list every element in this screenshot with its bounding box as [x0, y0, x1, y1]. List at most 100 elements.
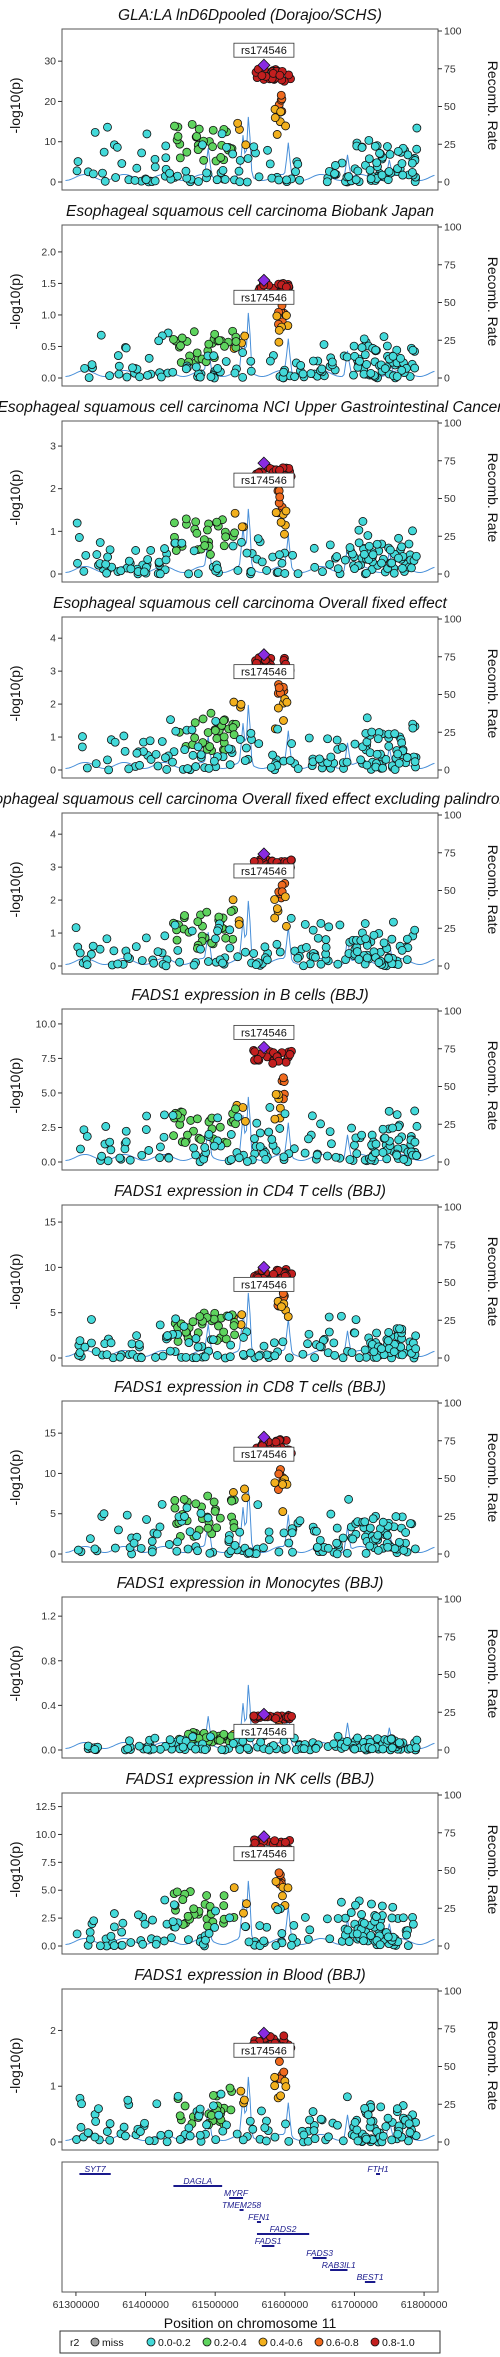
y-axis-label: -log10(p): [7, 77, 23, 133]
snp-point: [346, 1908, 356, 1917]
snp-point: [271, 508, 281, 517]
snp-point: [310, 2134, 320, 2144]
snp-point: [383, 142, 392, 151]
snp-point: [214, 1321, 223, 1331]
snp-point: [180, 1512, 189, 1521]
snp-point: [355, 356, 364, 366]
panel-title: FADS1 expression in Monocytes (BBJ): [117, 1575, 384, 1592]
snp-point: [157, 1499, 167, 1509]
snp-point: [137, 956, 147, 965]
snp-point: [362, 760, 372, 770]
snp-point: [183, 1911, 193, 1921]
snp-point: [350, 564, 359, 574]
snp-point: [137, 1150, 147, 1160]
y2-axis-label: Recomb. Rate: [485, 1629, 500, 1719]
snp-point: [170, 1503, 180, 1513]
assoc-panel: Esophageal squamous cell carcinoma Overa…: [7, 595, 500, 779]
y-tick-label: 0: [50, 1353, 56, 1365]
y2-tick-label: 100: [444, 26, 462, 38]
snp-point: [333, 959, 343, 969]
snp-point: [115, 1352, 125, 1362]
snp-point: [181, 166, 191, 176]
snp-point: [222, 142, 231, 152]
snp-point: [189, 960, 199, 970]
y2-axis-label: Recomb. Rate: [485, 1237, 500, 1327]
y2-tick-label: 0: [444, 1353, 450, 1365]
snp-point: [391, 1512, 401, 1521]
snp-point: [229, 697, 239, 707]
x-tick-label: 61500000: [192, 2299, 239, 2311]
y2-tick-label: 25: [444, 923, 456, 935]
snp-point: [270, 113, 280, 123]
y-tick-label: 10: [44, 136, 56, 148]
snp-point: [264, 1527, 274, 1537]
snp-point: [152, 1529, 162, 1539]
snp-point: [318, 567, 327, 577]
snp-point: [203, 1491, 213, 1501]
snp-point: [162, 2137, 172, 2147]
snp-point: [272, 939, 282, 949]
snp-point: [191, 1744, 200, 1754]
gene-label: MYRF: [224, 2188, 249, 2198]
snp-point: [105, 2135, 115, 2145]
assoc-panel: GLA:LA lnD6Dpooled (Dorajoo/SCHS) 0 10 20 30…: [7, 7, 500, 191]
snp-point: [133, 1910, 143, 1920]
snp-point: [220, 175, 230, 184]
snp-point: [211, 934, 220, 944]
snp-point: [81, 550, 91, 560]
snp-point: [240, 1484, 249, 1494]
gene-label: TMEM258: [222, 2200, 261, 2210]
snp-point: [365, 165, 375, 175]
snp-point: [95, 1941, 105, 1951]
snp-point: [352, 947, 362, 956]
snp-point: [274, 2057, 284, 2066]
snp-point: [319, 340, 329, 349]
snp-point: [144, 353, 154, 363]
snp-point: [236, 699, 246, 709]
snp-point: [216, 153, 226, 162]
snp-point: [384, 1327, 394, 1337]
snp-point: [259, 1341, 269, 1351]
snp-point: [90, 127, 100, 137]
snp-point: [209, 1141, 219, 1151]
snp-point: [312, 1150, 322, 1160]
snp-point: [255, 1921, 265, 1931]
snp-point: [394, 1537, 404, 1547]
snp-point: [152, 2099, 162, 2109]
lead-label-box: [233, 289, 295, 305]
snp-point: [187, 926, 197, 936]
snp-point: [410, 1137, 420, 1147]
snp-point: [191, 517, 201, 527]
legend-label: 0.0-0.2: [158, 2337, 191, 2349]
snp-point: [195, 1312, 205, 1321]
y2-axis-label: Recomb. Rate: [485, 1433, 500, 1523]
snp-point: [190, 718, 200, 728]
y-tick-label: 1: [50, 928, 56, 940]
snp-point: [201, 1935, 210, 1945]
snp-point: [287, 739, 296, 748]
snp-point: [254, 1351, 264, 1361]
snp-point: [366, 174, 376, 184]
snp-point: [114, 369, 124, 379]
snp-point: [324, 1327, 334, 1337]
y2-tick-label: 100: [444, 1790, 462, 1802]
snp-point: [236, 2086, 246, 2096]
snp-point: [91, 759, 101, 769]
snp-point: [191, 1353, 201, 1363]
snp-point: [89, 1916, 99, 1926]
snp-point: [359, 549, 369, 559]
y2-tick-label: 100: [444, 614, 462, 626]
snp-point: [353, 1733, 362, 1743]
snp-point: [373, 734, 383, 744]
lead-label-box: [233, 863, 295, 879]
snp-point: [389, 568, 399, 578]
snp-point: [71, 923, 81, 933]
snp-point: [238, 2135, 248, 2145]
snp-point: [277, 1929, 287, 1938]
snp-point: [338, 1353, 348, 1363]
y-tick-label: 1: [50, 526, 56, 538]
snp-point: [316, 2114, 326, 2124]
snp-point: [364, 541, 374, 551]
y2-tick-label: 50: [444, 689, 456, 701]
snp-point: [286, 855, 296, 865]
